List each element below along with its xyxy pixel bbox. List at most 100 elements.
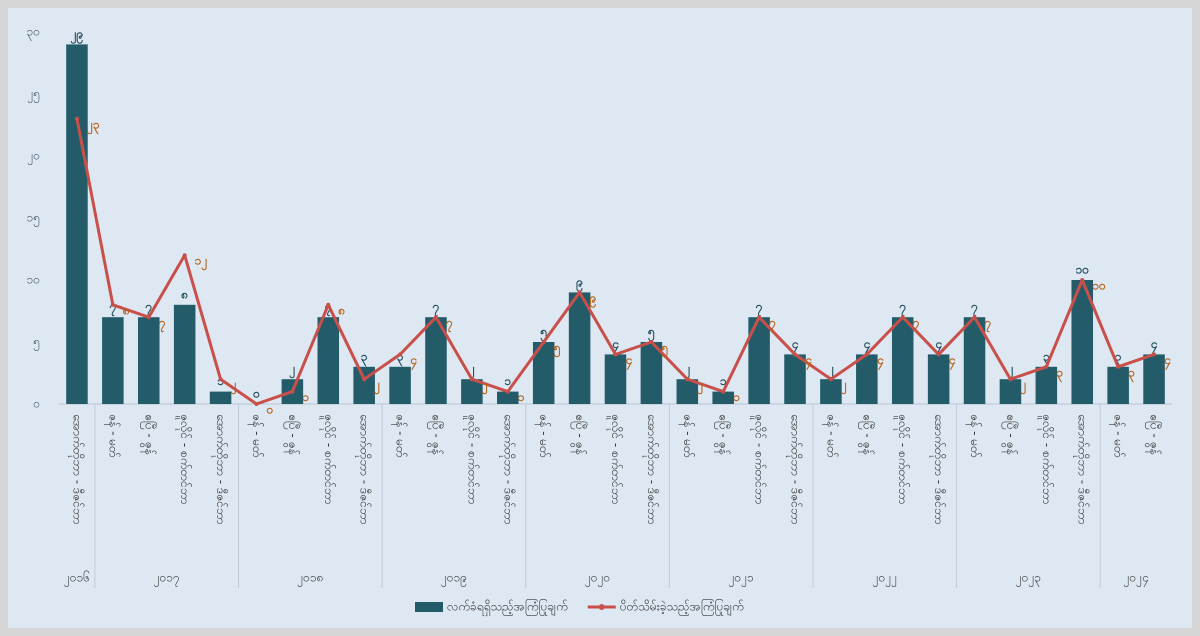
line-value-label: ၅ bbox=[660, 341, 668, 359]
line-value-label: ၂ bbox=[230, 378, 237, 396]
line-point bbox=[793, 352, 798, 357]
x-tick-label: ဧပြီ - ဇွန် bbox=[283, 414, 301, 455]
bar-value-label: ၉ bbox=[575, 275, 583, 293]
bar-value-label: ၇ bbox=[970, 300, 978, 318]
bar bbox=[856, 354, 878, 404]
line-point bbox=[613, 352, 618, 357]
bar bbox=[820, 379, 842, 404]
bar bbox=[891, 317, 914, 404]
line-point bbox=[721, 389, 726, 394]
line-point bbox=[828, 377, 833, 382]
line-value-label: ၄ bbox=[876, 353, 884, 371]
x-tick-label: ဧပြီ - ဇွန် bbox=[1001, 414, 1019, 455]
line-point bbox=[398, 352, 403, 357]
bar bbox=[102, 317, 124, 404]
line-value-label: ၁ bbox=[518, 390, 525, 404]
line-point bbox=[505, 389, 510, 394]
bar bbox=[784, 354, 806, 404]
line-point bbox=[218, 377, 223, 382]
bar-value-label: ၇ bbox=[898, 300, 906, 318]
bar-value-label: ၂၉ bbox=[70, 27, 84, 45]
line-point bbox=[1116, 364, 1121, 369]
line-value-label: ၁ bbox=[302, 390, 309, 404]
bar bbox=[137, 317, 160, 404]
x-tick-label: ဇန် - မတ် bbox=[534, 414, 552, 458]
line-value-label: ၄ bbox=[625, 353, 633, 371]
x-tick-label: ဧပြီ - ဇွန် bbox=[857, 414, 875, 455]
y-tick-label: ၃၀ bbox=[27, 25, 41, 42]
bar-value-label: ၀ bbox=[252, 387, 260, 401]
y-tick-label: ၀ bbox=[33, 397, 40, 411]
line-value-label: ၃ bbox=[1056, 365, 1063, 383]
line-point bbox=[936, 352, 941, 357]
bar-value-label: ၃ bbox=[397, 349, 404, 367]
line-value-label: ၄ bbox=[804, 353, 812, 371]
line-point bbox=[1152, 352, 1157, 357]
bar bbox=[389, 366, 411, 404]
bar bbox=[927, 354, 950, 404]
x-tick-label: ဇန် - မတ် bbox=[678, 414, 696, 458]
bar-value-label: ၄ bbox=[1150, 337, 1158, 355]
bar-value-label: ၃ bbox=[1043, 349, 1050, 367]
bar-value-label: ၂ bbox=[827, 362, 834, 380]
bar-value-label: ၇ bbox=[755, 300, 763, 318]
line-point bbox=[685, 377, 690, 382]
bar-value-label: ၄ bbox=[791, 337, 799, 355]
legend-label: လက်ခံရရှိသည့်အကြံပြုချက် bbox=[447, 598, 568, 617]
group-label: ၂၀၂၁ bbox=[729, 571, 754, 588]
group-label: ၂၀၂၄ bbox=[1123, 571, 1148, 588]
bar bbox=[461, 379, 483, 404]
line-value-label: ၂ bbox=[696, 378, 703, 396]
line-point bbox=[864, 352, 869, 357]
line-value-label: ၀ bbox=[265, 403, 273, 417]
legend-label: ပိတ်သိမ်းခဲ့သည့်အကြံပြုချက် bbox=[620, 598, 744, 617]
bar bbox=[317, 317, 340, 404]
bar bbox=[1071, 280, 1094, 404]
bar-value-label: ၇ bbox=[432, 300, 440, 318]
line-point bbox=[1008, 377, 1013, 382]
bar bbox=[568, 292, 591, 404]
x-tick-label: အောက်တိုဘာ - ဒီဇင်ဘာ bbox=[67, 414, 85, 524]
line-value-label: ၁ bbox=[733, 390, 740, 404]
bar-value-label: ၂ bbox=[468, 362, 475, 380]
line-point bbox=[146, 315, 151, 320]
x-tick-label: ဇန် - မတ် bbox=[391, 414, 409, 458]
group-label: ၂၀၂၃ bbox=[1016, 571, 1041, 588]
line-value-label: ၉ bbox=[589, 291, 597, 309]
bar-value-label: ၈ bbox=[180, 287, 188, 301]
line-value-label: ၇ bbox=[158, 316, 166, 334]
x-tick-label: ဇူလိုင် - စက်တင်ဘာ bbox=[175, 414, 193, 504]
line-point bbox=[74, 116, 79, 121]
line-value-label: ၂ bbox=[1019, 378, 1026, 396]
bar bbox=[1107, 366, 1129, 404]
line-value-label: ၄ bbox=[1163, 353, 1171, 371]
line-point bbox=[290, 389, 295, 394]
line-value-label: ၄ bbox=[948, 353, 956, 371]
line-value-label: ၂ bbox=[840, 378, 847, 396]
line-value-label: ၂၃ bbox=[86, 117, 100, 135]
bar bbox=[425, 317, 447, 404]
line-point bbox=[1044, 364, 1049, 369]
y-tick-label: ၂၅ bbox=[27, 87, 40, 104]
bar bbox=[66, 44, 88, 405]
bar-value-label: ၁၀ bbox=[1075, 263, 1089, 277]
chart-panel bbox=[8, 8, 1192, 628]
line-value-label: ၇ bbox=[912, 316, 920, 334]
x-tick-label: အောက်တိုဘာ - ဒီဇင်ဘာ bbox=[211, 414, 229, 524]
bar bbox=[712, 391, 734, 404]
line-value-label: ၃ bbox=[1128, 365, 1135, 383]
bar-value-label: ၇ bbox=[108, 300, 116, 318]
line-value-label: ၁၂ bbox=[195, 254, 208, 272]
line-value-label: ၇ bbox=[445, 316, 453, 334]
x-tick-label: ဧပြီ - ဇွန် bbox=[139, 414, 157, 455]
bar bbox=[604, 354, 627, 404]
bar bbox=[1143, 354, 1165, 404]
x-tick-label: အောက်တိုဘာ - ဒီဇင်ဘာ bbox=[1073, 414, 1091, 524]
line-point bbox=[541, 340, 546, 344]
bar-value-label: ၂ bbox=[288, 362, 295, 380]
bar-value-label: ၁ bbox=[504, 374, 511, 388]
x-tick-label: ဇူလိုင် - စက်တင်ဘာ bbox=[893, 414, 911, 504]
bar bbox=[676, 379, 699, 404]
bar bbox=[173, 304, 196, 404]
